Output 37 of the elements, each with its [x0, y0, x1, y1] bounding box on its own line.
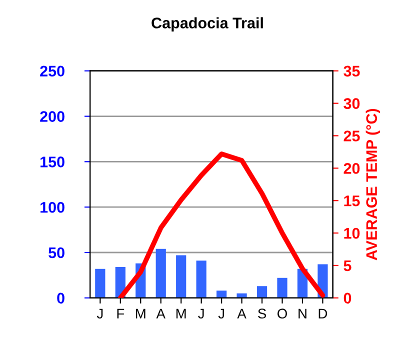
x-tick-label: M: [176, 308, 186, 318]
y2-tick-label: 15: [344, 196, 360, 206]
y2-tick-label: 35: [344, 66, 360, 77]
bar: [236, 293, 247, 298]
y2-tick-label: 5: [344, 260, 352, 272]
x-tick-label: A: [237, 308, 246, 318]
bar: [176, 255, 186, 298]
bar: [256, 286, 268, 298]
bar: [277, 278, 288, 298]
y2-tick-label: 25: [344, 130, 360, 142]
x-tick-label: N: [298, 308, 306, 318]
y2-tick-label: 30: [344, 98, 360, 110]
y2-tick-label: 10: [344, 228, 360, 239]
x-tick-label: J: [198, 308, 204, 319]
bar: [156, 248, 166, 298]
bar: [196, 260, 206, 298]
line-series: [118, 151, 326, 298]
y2-axis-title: AVERAGE TEMP (°C): [366, 108, 380, 260]
y-tick-label: 200: [40, 111, 64, 122]
y-tick-label: 150: [40, 156, 64, 168]
x-tick-label: F: [117, 308, 124, 318]
y-tick-label: 50: [48, 247, 64, 258]
chart-title: Capadocia Trail: [152, 17, 263, 32]
y-tick-label: 250: [40, 66, 64, 77]
y-tick-label: 0: [57, 292, 64, 304]
x-tick-label: S: [258, 308, 266, 319]
x-tick-label: A: [156, 308, 166, 318]
x-tick-label: M: [136, 308, 146, 318]
x-tick-label: O: [278, 308, 287, 319]
x-tick-label: D: [318, 308, 328, 318]
y2-tick-label: 20: [344, 163, 360, 174]
bar: [95, 268, 106, 298]
x-tick-label: J: [96, 308, 103, 319]
y-tick-label: 100: [40, 202, 64, 213]
bar: [216, 290, 227, 298]
y2-tick-label: 0: [344, 292, 352, 304]
x-tick-label: J: [218, 308, 224, 319]
